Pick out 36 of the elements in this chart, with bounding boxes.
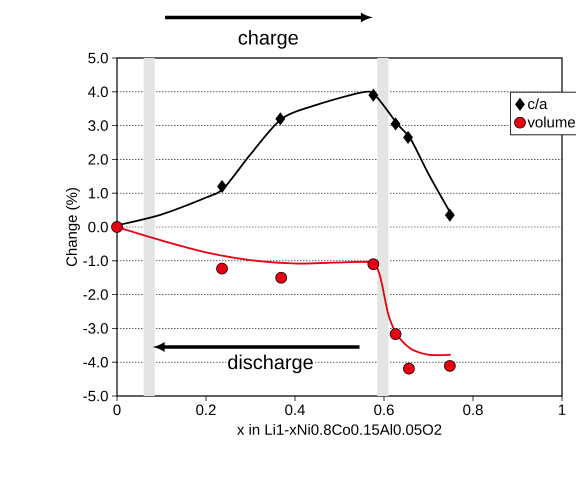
y-tick-label: 2.0: [88, 154, 108, 165]
point: [217, 180, 227, 193]
point: [367, 258, 380, 270]
point: [390, 328, 402, 340]
x-axis-title: x in Li1-xNi0.8Co0.15Al0.05O2: [237, 424, 442, 435]
y-tick-label: -1.0: [83, 256, 108, 266]
point: [368, 88, 378, 102]
x-tick-label: 1: [558, 404, 566, 415]
legend-label: volume: [528, 116, 575, 128]
x-tick-label: 0.2: [196, 404, 216, 416]
y-tick-label: -3.0: [83, 323, 108, 334]
point: [216, 262, 228, 274]
y-tick-label: 5.0: [88, 52, 108, 64]
point: [275, 272, 288, 284]
x-tick-label: 0.6: [374, 404, 394, 416]
y-tick-label: 3.0: [88, 120, 108, 131]
point: [444, 360, 456, 372]
y-tick-label: 1.0: [88, 188, 108, 198]
y-axis-title: Change (%): [66, 188, 80, 266]
text: charge: [238, 30, 298, 49]
point: [275, 112, 286, 126]
y-tick-label: 4.0: [88, 86, 108, 98]
y-tick-label: 0.0: [88, 222, 108, 232]
point: [403, 131, 413, 144]
point: [403, 362, 415, 374]
x-tick-label: 0.4: [285, 404, 305, 416]
y-tick-label: -5.0: [83, 390, 108, 402]
y-tick-label: -2.0: [83, 289, 108, 300]
x-tick-label: 0.8: [463, 404, 483, 416]
point: [390, 118, 400, 130]
point: [445, 208, 455, 222]
point: [111, 221, 123, 233]
x-tick-label: 0: [113, 404, 121, 416]
annotation: discharge: [228, 354, 313, 374]
y-tick-label: -4.0: [83, 356, 108, 368]
legend-label: c/a: [528, 98, 548, 110]
